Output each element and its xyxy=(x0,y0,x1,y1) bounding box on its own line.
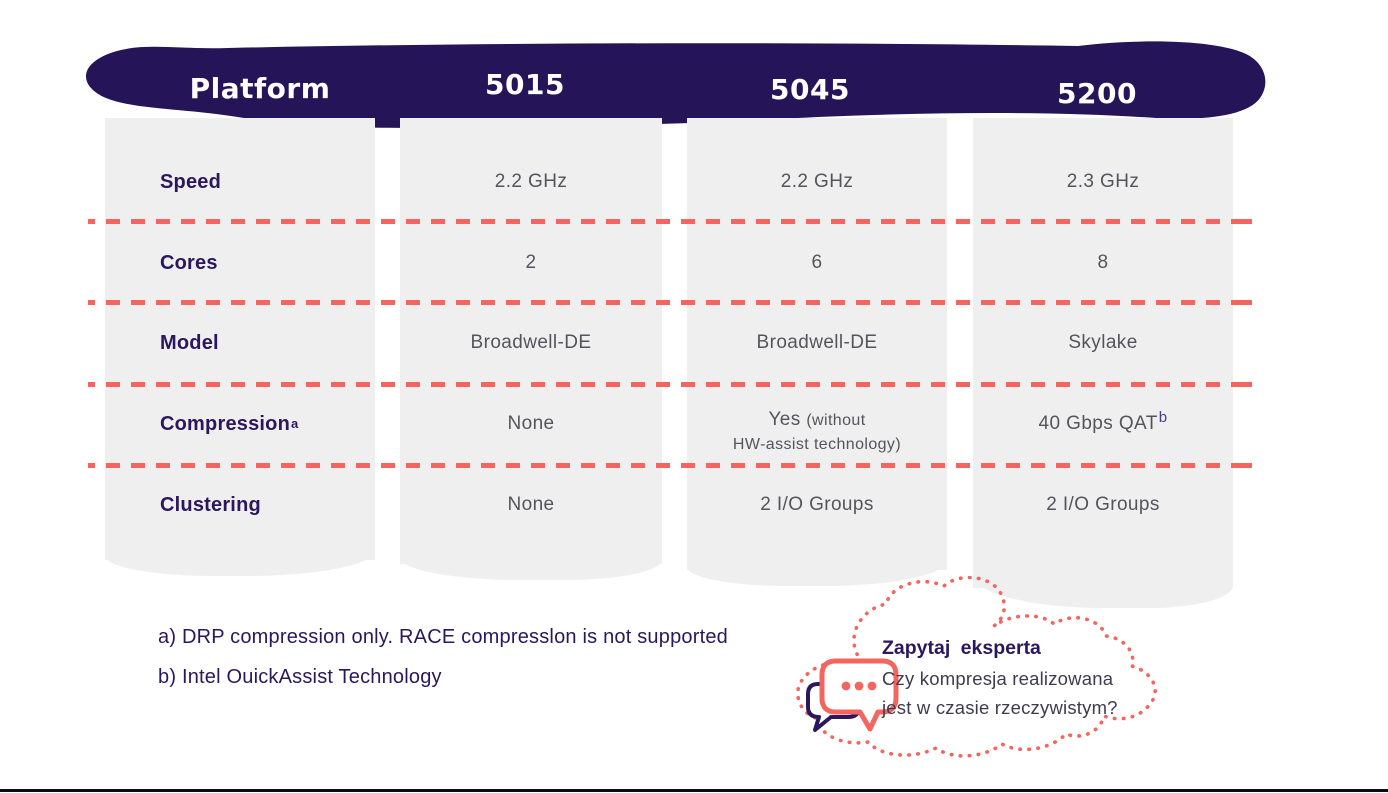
row-label-speed: Speed xyxy=(160,160,375,204)
row-label-compression: Compression a xyxy=(160,412,299,435)
cell-clustering-5200: 2 I/O Groups xyxy=(1046,494,1160,515)
header-blob xyxy=(86,41,1266,128)
compression-yes-line: Yes (without xyxy=(768,408,865,433)
row-label-text: Compression xyxy=(160,412,291,435)
dashed-divider xyxy=(88,463,1252,468)
cell-cores-5015: 2 xyxy=(525,252,537,273)
header-column-5200: 5200 xyxy=(1057,77,1137,110)
footnote-b: b) Intel OuickAssist Technology xyxy=(158,666,442,688)
ask-expert-question-line2: jest w czasie rzeczywistym? xyxy=(882,697,1118,718)
row-label-text: Model xyxy=(160,331,219,354)
ask-expert-title: Zapytaj eksperta xyxy=(882,637,1041,659)
row-label-text: Clustering xyxy=(160,493,261,516)
compression-paren-end: HW-assist technology) xyxy=(732,435,902,453)
column-band-5200 xyxy=(973,118,1233,608)
bottom-border-line xyxy=(0,789,1388,792)
compression-paren-start: (without xyxy=(806,411,866,429)
footnote-a: a) DRP compression only. RACE compresslo… xyxy=(158,626,728,648)
cell-compression-5015: None xyxy=(507,413,555,434)
cell-compression-5045: Yes (without HW-assist technology) xyxy=(687,402,947,462)
cell-cores-5045: 6 xyxy=(811,252,823,273)
row-label-text: Speed xyxy=(160,170,222,193)
dashed-divider xyxy=(88,300,1252,305)
dashed-divider xyxy=(88,219,1252,224)
cell-compression-5200: 40 Gbps QAT b xyxy=(973,402,1233,446)
ask-expert-question-line1: Czy kompresja realizowana xyxy=(882,668,1114,689)
row-label-text: Cores xyxy=(160,251,218,274)
cell-model-5015: Broadwell-DE xyxy=(470,332,592,353)
row-label-clustering: Clustering xyxy=(160,483,375,527)
header-platform-label: Platform xyxy=(189,72,331,105)
row-label-model: Model xyxy=(160,321,375,365)
compression-yes: Yes xyxy=(768,408,807,430)
chat-bubbles-icon xyxy=(806,658,899,732)
dashed-divider xyxy=(88,382,1252,387)
row-label-cores: Cores xyxy=(160,241,375,285)
header-column-5045: 5045 xyxy=(770,73,850,106)
coral-bubble xyxy=(819,658,899,732)
cell-model-5045: Broadwell-DE xyxy=(756,332,878,353)
column-band-labels xyxy=(105,118,375,576)
qat-value: 40 Gbps QAT xyxy=(1038,413,1158,434)
column-band-5045 xyxy=(687,118,947,586)
header-column-5015: 5015 xyxy=(485,68,565,101)
ask-expert-cloud-outline xyxy=(795,576,1157,758)
cell-model-5200: Skylake xyxy=(1068,332,1138,353)
cell-cores-5200: 8 xyxy=(1097,252,1109,273)
cell-speed-5200: 2.3 GHz xyxy=(1066,171,1140,192)
cell-speed-5045: 2.2 GHz xyxy=(780,171,854,192)
cell-speed-5015: 2.2 GHz xyxy=(494,171,568,192)
column-band-5015 xyxy=(400,118,662,580)
cell-clustering-5015: None xyxy=(507,494,555,515)
cell-clustering-5045: 2 I/O Groups xyxy=(760,494,874,515)
footnote-marker-b: b xyxy=(1158,408,1168,426)
